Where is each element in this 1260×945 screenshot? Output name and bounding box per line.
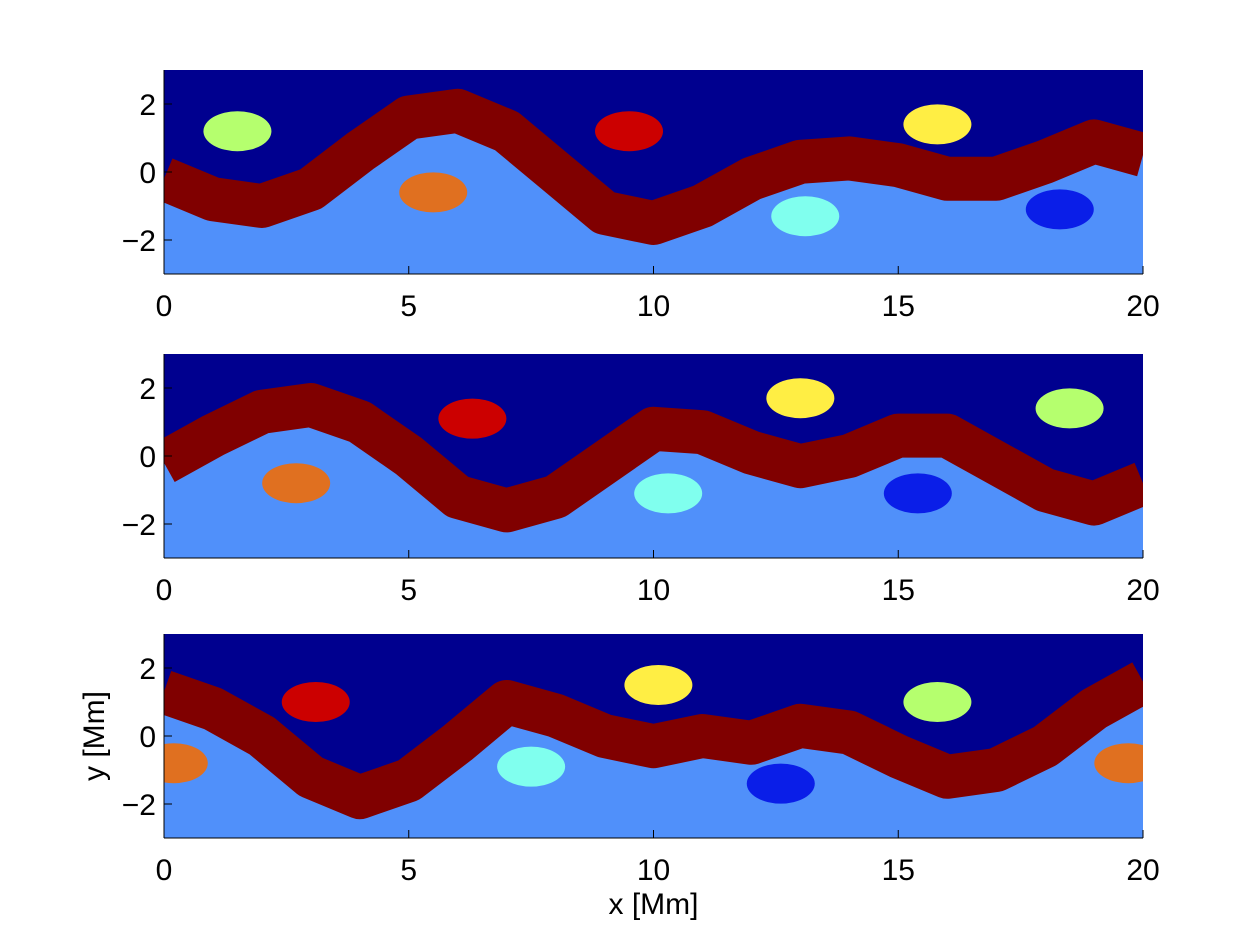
blob xyxy=(203,111,272,152)
y-axis-label: y [Mm] xyxy=(78,691,111,781)
plot-area xyxy=(164,634,1143,838)
blob xyxy=(262,463,331,504)
blob xyxy=(595,111,664,152)
y-tick-label: 2 xyxy=(139,89,156,122)
blob xyxy=(1094,743,1143,784)
y-tick-label: 0 xyxy=(139,441,156,474)
blob xyxy=(766,378,835,419)
x-tick-label: 20 xyxy=(1126,854,1159,887)
blob xyxy=(438,398,507,439)
blob xyxy=(399,172,468,213)
blob xyxy=(903,682,972,722)
blob xyxy=(281,682,350,722)
y-tick-label: −2 xyxy=(122,225,156,258)
blob xyxy=(634,473,703,514)
x-axis-label: x [Mm] xyxy=(609,888,699,921)
x-tick-label: 5 xyxy=(400,574,417,607)
x-tick-label: 15 xyxy=(882,854,915,887)
blob xyxy=(903,104,972,145)
interface-band xyxy=(164,88,1143,245)
blob xyxy=(1025,189,1094,230)
plot-area xyxy=(164,70,1143,274)
interface-band xyxy=(164,662,1143,820)
x-tick-label: 10 xyxy=(637,854,670,887)
y-tick-label: 0 xyxy=(139,157,156,190)
blob xyxy=(746,763,815,804)
x-tick-label: 10 xyxy=(637,290,670,323)
x-tick-label: 10 xyxy=(637,574,670,607)
blob xyxy=(883,473,952,514)
x-tick-label: 15 xyxy=(882,574,915,607)
y-tick-label: −2 xyxy=(122,509,156,542)
plot-area xyxy=(164,354,1143,558)
x-tick-label: 5 xyxy=(400,854,417,887)
x-tick-label: 0 xyxy=(156,854,173,887)
blob xyxy=(624,665,693,705)
blob xyxy=(164,743,208,784)
y-tick-label: −2 xyxy=(122,789,156,822)
lower-region xyxy=(164,110,1143,274)
x-tick-label: 0 xyxy=(156,574,173,607)
y-tick-label: 0 xyxy=(139,721,156,754)
blob xyxy=(771,196,840,237)
y-tick-label: 2 xyxy=(139,653,156,686)
x-tick-label: 20 xyxy=(1126,574,1159,607)
x-tick-label: 20 xyxy=(1126,290,1159,323)
x-tick-label: 5 xyxy=(400,290,417,323)
y-tick-label: 2 xyxy=(139,373,156,406)
x-tick-label: 15 xyxy=(882,290,915,323)
blob xyxy=(497,746,566,787)
interface-band xyxy=(164,383,1143,533)
x-tick-label: 0 xyxy=(156,290,173,323)
blob xyxy=(1035,388,1104,429)
